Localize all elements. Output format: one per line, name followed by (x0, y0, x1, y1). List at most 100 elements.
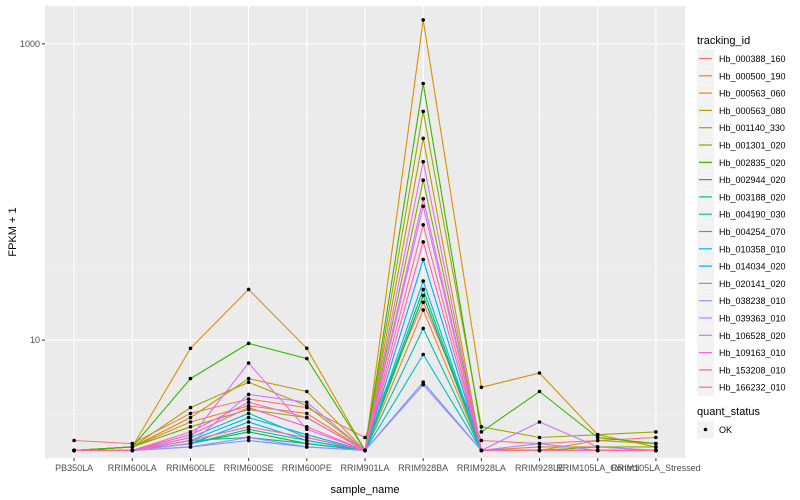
data-point (479, 430, 484, 434)
legend-label: Hb_002944_020 (719, 175, 786, 185)
data-point (421, 18, 426, 22)
data-point (537, 435, 542, 440)
data-point (421, 257, 426, 262)
y-axis-title: FPKM + 1 (7, 207, 19, 256)
x-tick-label: RRIM901LA (340, 463, 389, 473)
data-point (246, 392, 251, 397)
x-tick-label: RRIM928LA (457, 463, 506, 473)
legend-label: Hb_000500_190 (719, 71, 786, 81)
data-point (130, 441, 135, 446)
data-point (654, 445, 658, 449)
y-tick-label: 10 (30, 335, 40, 345)
legend-label: Hb_038238_010 (719, 296, 786, 306)
data-point (246, 411, 251, 416)
data-point (421, 240, 426, 244)
x-tick-label: RRIM600LA (108, 463, 157, 473)
legend-label: Hb_001140_330 (719, 123, 785, 133)
data-point (130, 445, 135, 449)
legend-label: Hb_109163_010 (719, 348, 786, 358)
data-point (537, 441, 542, 446)
data-point (246, 435, 251, 440)
data-point (188, 425, 193, 429)
legend-label: Hb_166232_010 (719, 383, 786, 393)
data-point (654, 435, 658, 440)
legend-label: Hb_000563_060 (719, 89, 786, 99)
data-point (479, 448, 484, 453)
data-point (305, 389, 309, 394)
data-point (188, 420, 193, 424)
data-point (537, 420, 542, 424)
data-point (479, 385, 484, 390)
data-point (246, 430, 251, 434)
data-point (421, 382, 426, 387)
legend-label: Hb_001301_020 (719, 141, 786, 151)
legend-label: Hb_004190_030 (719, 210, 786, 220)
legend-label: Hb_000563_080 (719, 106, 786, 116)
point-legend-marker (703, 427, 708, 432)
data-point (305, 427, 309, 432)
legend-label: Hb_010358_010 (719, 244, 786, 254)
data-point (595, 438, 600, 443)
data-point (537, 448, 542, 453)
x-tick-label: RRIM928BA (398, 463, 448, 473)
data-point (188, 405, 193, 410)
data-point (421, 326, 426, 331)
data-point (246, 397, 251, 401)
x-axis-title: sample_name (330, 484, 399, 496)
data-point (305, 432, 309, 437)
data-point (305, 356, 309, 361)
data-point (421, 223, 426, 227)
data-point (595, 448, 600, 453)
point-legend-label: OK (719, 425, 732, 435)
data-point (305, 415, 309, 420)
x-tick-label: RRIM600PE (282, 463, 332, 473)
x-tick-label: PB350LA (55, 463, 93, 473)
data-point (188, 435, 193, 440)
data-point (246, 415, 251, 420)
data-point (421, 380, 426, 385)
data-point (421, 109, 426, 114)
data-point (479, 438, 484, 443)
data-point (246, 361, 251, 365)
data-point (188, 441, 193, 446)
data-point (479, 425, 484, 429)
data-point (188, 415, 193, 420)
data-point (305, 441, 309, 446)
data-point (421, 81, 426, 86)
data-point (537, 445, 542, 449)
legend-label: Hb_153208_010 (719, 365, 786, 375)
data-point (246, 420, 251, 424)
data-point (421, 287, 426, 292)
data-point (421, 196, 426, 201)
data-point (421, 159, 426, 164)
data-point (421, 352, 426, 357)
x-tick-label: RRIM105LA_Control (556, 463, 639, 473)
x-tick-label: RRIM105LA_Stressed (611, 463, 701, 473)
data-point (246, 380, 251, 385)
data-point (595, 435, 600, 440)
legend: tracking_id quant_status Hb_000388_160 Hb… (697, 35, 786, 438)
data-point (246, 438, 251, 443)
x-tick-label: RRIM600SE (224, 463, 274, 473)
data-point (421, 178, 426, 182)
data-point (363, 448, 367, 453)
data-point (537, 389, 542, 394)
data-point (246, 341, 251, 346)
data-point (246, 376, 251, 381)
data-point (654, 448, 658, 453)
data-point (130, 448, 135, 453)
data-point (305, 346, 309, 351)
data-point (72, 438, 76, 443)
legend-label: Hb_003188_020 (719, 192, 786, 202)
data-point (246, 427, 251, 432)
data-point (421, 136, 426, 141)
data-point (72, 448, 76, 453)
legend-title: tracking_id (697, 35, 750, 47)
data-point (305, 435, 309, 440)
grid (45, 6, 685, 458)
data-point (654, 430, 658, 434)
data-point (305, 438, 309, 443)
data-point (421, 308, 426, 312)
data-point (654, 441, 658, 446)
